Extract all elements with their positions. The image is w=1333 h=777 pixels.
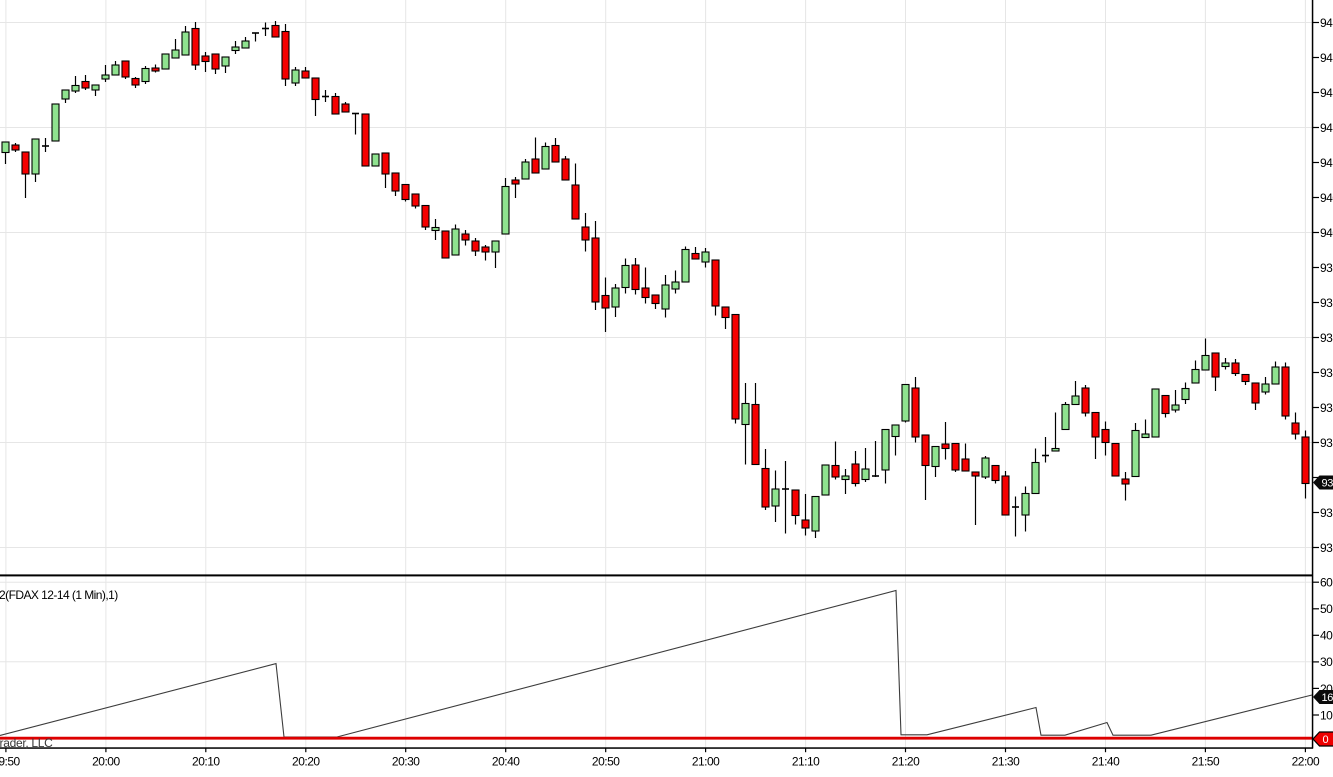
svg-text:rader, LLC: rader, LLC bbox=[0, 736, 53, 750]
svg-text:21:00: 21:00 bbox=[692, 754, 720, 768]
svg-text:9364.0: 9364.0 bbox=[1322, 478, 1333, 490]
svg-text:9370.0: 9370.0 bbox=[1320, 436, 1333, 450]
svg-text:22:00: 22:00 bbox=[1292, 754, 1320, 768]
svg-text:9380.0: 9380.0 bbox=[1320, 366, 1333, 380]
svg-text:21:20: 21:20 bbox=[892, 754, 920, 768]
svg-text:9400.0: 9400.0 bbox=[1320, 226, 1333, 240]
svg-text:9415.0: 9415.0 bbox=[1320, 121, 1333, 135]
svg-text:9410.0: 9410.0 bbox=[1320, 156, 1333, 170]
svg-text:9355.0: 9355.0 bbox=[1320, 541, 1333, 555]
svg-text:20:40: 20:40 bbox=[492, 754, 520, 768]
svg-text:9420.0: 9420.0 bbox=[1320, 86, 1333, 100]
svg-text:20:30: 20:30 bbox=[392, 754, 420, 768]
svg-text:21:10: 21:10 bbox=[792, 754, 820, 768]
svg-text:60: 60 bbox=[1320, 576, 1333, 590]
svg-text:50: 50 bbox=[1320, 602, 1333, 616]
svg-text:40: 40 bbox=[1320, 629, 1333, 643]
svg-text:9430.0: 9430.0 bbox=[1320, 16, 1333, 30]
svg-text:9405.0: 9405.0 bbox=[1320, 191, 1333, 205]
svg-text:16: 16 bbox=[1322, 692, 1333, 704]
svg-text:9375.0: 9375.0 bbox=[1320, 401, 1333, 415]
svg-text:9390.0: 9390.0 bbox=[1320, 296, 1333, 310]
svg-text:0: 0 bbox=[1323, 734, 1329, 746]
svg-text:21:30: 21:30 bbox=[992, 754, 1020, 768]
svg-text:19:50: 19:50 bbox=[0, 754, 20, 768]
svg-text:9425.0: 9425.0 bbox=[1320, 51, 1333, 65]
svg-text:21:40: 21:40 bbox=[1092, 754, 1120, 768]
svg-text:10: 10 bbox=[1320, 708, 1333, 722]
svg-text:30: 30 bbox=[1320, 655, 1333, 669]
svg-text:9385.0: 9385.0 bbox=[1320, 331, 1333, 345]
svg-text:20:10: 20:10 bbox=[192, 754, 220, 768]
svg-text:2(FDAX 12-14 (1 Min),1): 2(FDAX 12-14 (1 Min),1) bbox=[0, 588, 118, 602]
svg-text:20:50: 20:50 bbox=[592, 754, 620, 768]
svg-text:20:20: 20:20 bbox=[292, 754, 320, 768]
svg-text:20:00: 20:00 bbox=[92, 754, 120, 768]
svg-text:21:50: 21:50 bbox=[1192, 754, 1220, 768]
svg-text:9395.0: 9395.0 bbox=[1320, 261, 1333, 275]
